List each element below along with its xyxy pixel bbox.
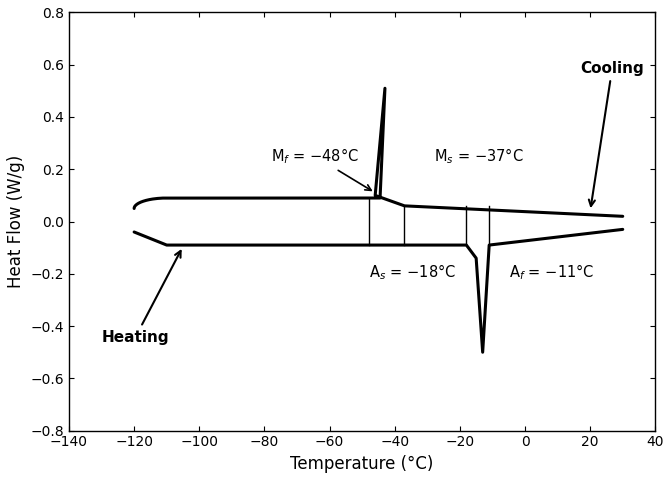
- Text: A$_f$ = $-$11°C: A$_f$ = $-$11°C: [509, 263, 594, 282]
- Y-axis label: Heat Flow (W/g): Heat Flow (W/g): [7, 155, 25, 288]
- Text: Cooling: Cooling: [580, 60, 644, 206]
- X-axis label: Temperature (°C): Temperature (°C): [291, 455, 434, 473]
- Text: Heating: Heating: [101, 251, 180, 345]
- Text: M$_f$ = $-$48°C: M$_f$ = $-$48°C: [271, 146, 371, 191]
- Text: M$_s$ = $-$37°C: M$_s$ = $-$37°C: [434, 146, 523, 166]
- Text: A$_s$ = $-$18°C: A$_s$ = $-$18°C: [368, 263, 456, 282]
